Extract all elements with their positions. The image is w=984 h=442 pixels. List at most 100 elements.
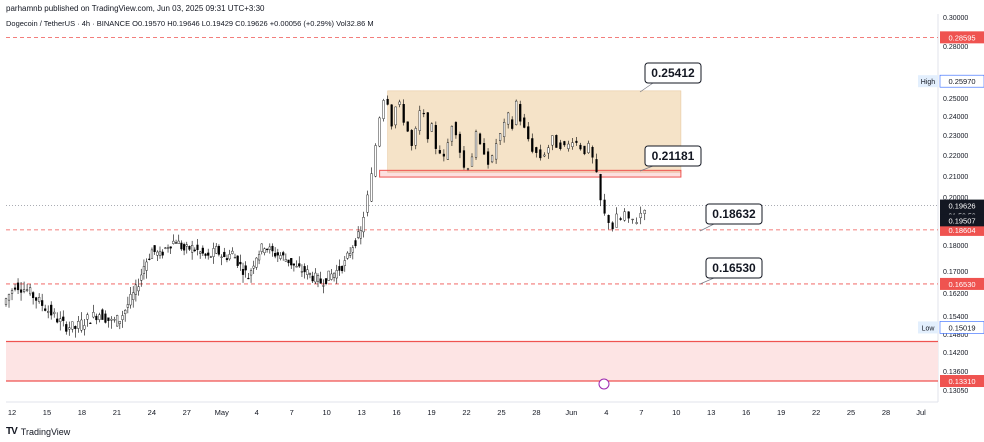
candle-body xyxy=(495,143,498,160)
candle-body xyxy=(374,145,377,177)
candle-body xyxy=(631,218,634,221)
candle-body xyxy=(575,140,578,143)
candle-body xyxy=(539,149,542,159)
candle-body xyxy=(486,151,490,165)
candle-body xyxy=(410,129,413,146)
candle-body xyxy=(83,325,86,330)
candle-body xyxy=(161,251,164,256)
candle-body xyxy=(86,314,89,320)
candle-body xyxy=(239,261,242,265)
x-tick-label: 13 xyxy=(357,408,365,417)
candle-body xyxy=(65,324,68,332)
extreme-price-text: 0.25970 xyxy=(948,77,975,86)
candle-body xyxy=(547,147,550,154)
candle-body xyxy=(555,135,558,148)
extreme-prefix-bg xyxy=(918,321,938,334)
candle-body xyxy=(126,304,129,308)
candle-body xyxy=(292,263,296,266)
candle-body xyxy=(478,133,482,145)
candle-body xyxy=(466,168,470,170)
candle-body xyxy=(627,211,630,219)
candle-body xyxy=(298,263,301,267)
candle-body xyxy=(77,321,80,329)
candle-body xyxy=(287,259,290,264)
candle-body xyxy=(341,266,344,272)
candle-body xyxy=(279,255,282,259)
candle-body xyxy=(470,156,474,167)
candle-body xyxy=(394,106,397,126)
x-tick-label: 4 xyxy=(604,408,608,417)
extreme-prefix-bg xyxy=(918,75,938,88)
x-tick-label: 7 xyxy=(639,408,643,417)
candle-body xyxy=(418,110,421,131)
candle-body xyxy=(327,270,330,281)
candle-body xyxy=(16,282,20,291)
x-tick-label: 7 xyxy=(290,408,294,417)
candle-body xyxy=(591,146,594,158)
y-tick-label: 0.20000 xyxy=(943,195,968,202)
current-price-text: 0.19626 xyxy=(948,202,975,211)
candle-body xyxy=(370,173,373,202)
callout-label: 0.18632 xyxy=(712,207,756,221)
candle-body xyxy=(306,269,309,275)
x-tick-label: 10 xyxy=(672,408,680,417)
event-marker-icon[interactable] xyxy=(598,378,610,390)
candle-body xyxy=(13,287,17,290)
candle-body xyxy=(316,275,320,282)
y-tick-label: 0.14800 xyxy=(943,332,968,339)
candle-body xyxy=(121,315,124,320)
x-tick-label: 28 xyxy=(532,408,540,417)
candle-body xyxy=(71,321,74,330)
candle-body xyxy=(276,252,279,256)
candle-body xyxy=(148,258,151,260)
candle-body xyxy=(607,215,610,223)
y-tick-label: 0.14200 xyxy=(943,350,968,357)
candle-body xyxy=(623,211,626,221)
candle-body xyxy=(324,278,328,284)
candle-body xyxy=(153,245,156,252)
candle-body xyxy=(366,194,369,213)
candle-body xyxy=(89,322,92,324)
candle-body xyxy=(7,294,11,301)
candle-body xyxy=(290,258,293,266)
candle-body xyxy=(180,242,183,250)
x-tick-label: 16 xyxy=(392,408,400,417)
extreme-prefix: Low xyxy=(922,325,936,332)
candle-body xyxy=(438,150,441,154)
candle-body xyxy=(217,245,221,255)
candle-body xyxy=(59,318,62,322)
candle-body xyxy=(204,253,207,256)
candle-body xyxy=(134,284,137,295)
candle-body xyxy=(458,133,462,153)
x-tick-label: 24 xyxy=(148,408,156,417)
candle-body xyxy=(474,131,478,158)
y-tick-label: 0.30000 xyxy=(943,15,968,22)
candle-body xyxy=(247,277,250,280)
x-tick-label: 16 xyxy=(742,408,750,417)
candle-body xyxy=(599,174,602,201)
x-tick-label: 19 xyxy=(427,408,435,417)
candle-body xyxy=(22,289,26,292)
candle-body xyxy=(346,252,349,259)
candle-body xyxy=(62,316,65,321)
callout-label: 0.16530 xyxy=(712,261,756,275)
candle-body xyxy=(390,104,393,127)
callout-leader xyxy=(699,277,715,285)
candle-body xyxy=(193,249,196,252)
x-tick-label: 4 xyxy=(255,408,259,417)
tradingview-logo-icon[interactable]: TV xyxy=(6,426,18,437)
candle-body xyxy=(212,248,215,257)
candle-body xyxy=(414,128,417,146)
brand-name[interactable]: TradingView xyxy=(20,426,71,437)
candle-body xyxy=(25,289,29,291)
candle-body xyxy=(335,270,338,279)
candle-body xyxy=(357,231,360,238)
candle-body xyxy=(41,300,44,306)
candle-body xyxy=(527,126,530,140)
candle-body xyxy=(284,259,287,262)
candle-body xyxy=(319,278,322,284)
candle-body xyxy=(118,321,121,324)
candle-body xyxy=(166,247,170,249)
candle-body xyxy=(101,309,104,320)
